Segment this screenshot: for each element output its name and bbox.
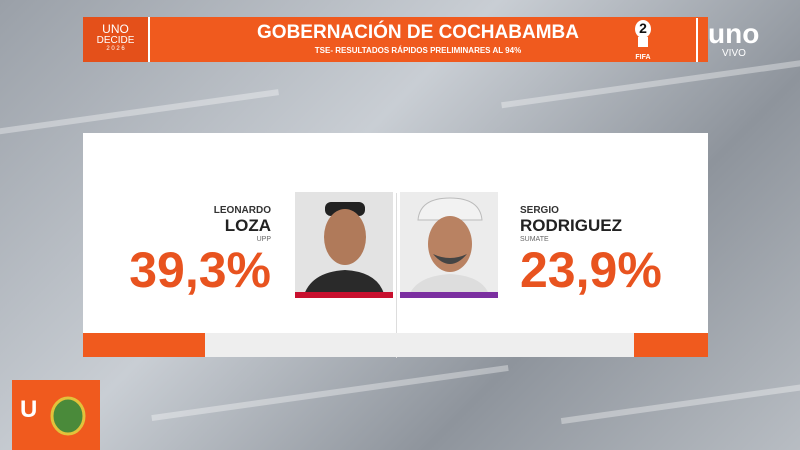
- divider: [696, 18, 698, 62]
- brand-top: UNO: [102, 22, 129, 36]
- corner-letter: U: [20, 396, 38, 423]
- results-card: LEONARDO LOZA UPP 39,3% SERGIO RODRIGUEZ…: [83, 133, 708, 358]
- party-color-bar: [295, 292, 393, 298]
- photo: [400, 192, 498, 298]
- brand-box: UNO DECIDE 2 0 2 6: [83, 17, 150, 62]
- coat-of-arms: [50, 396, 86, 436]
- card-divider: [396, 193, 397, 358]
- candidate-left: LEONARDO LOZA UPP: [214, 205, 271, 243]
- photo: [295, 192, 393, 298]
- channel-sub: VIVO: [722, 48, 746, 59]
- party-color-bar: [400, 292, 498, 298]
- first-name: SERGIO: [520, 205, 559, 216]
- progress-bar: [83, 333, 205, 357]
- progress-strip: [83, 333, 708, 357]
- candidate-right: SERGIO RODRIGUEZ SUMATE: [520, 205, 622, 243]
- badge-text: FIFA: [635, 54, 651, 61]
- corner-logo: U: [12, 380, 100, 450]
- subtitle: TSE- RESULTADOS RÁPIDOS PRELIMINARES AL …: [314, 46, 522, 55]
- percent: 23,9%: [520, 242, 662, 298]
- party: UPP: [256, 236, 271, 243]
- first-name: LEONARDO: [213, 205, 271, 216]
- fifa-badge: 2 FIFA: [628, 19, 658, 61]
- channel-logo: uno: [708, 18, 760, 49]
- header-bar: UNO DECIDE 2 0 2 6 GOBERNACIÓN DE COCHAB…: [83, 17, 708, 62]
- last-name: RODRIGUEZ: [520, 216, 622, 235]
- progress-bar: [633, 333, 708, 357]
- svg-text:2: 2: [639, 20, 647, 36]
- percent: 39,3%: [129, 242, 271, 298]
- title: GOBERNACIÓN DE COCHABAMBA: [257, 22, 579, 43]
- party: SUMATE: [520, 236, 549, 243]
- trophy-icon: 2: [635, 20, 651, 47]
- brand-year: 2 0 2 6: [106, 46, 125, 52]
- brand-middle: DECIDE: [96, 35, 135, 46]
- last-name: LOZA: [224, 216, 271, 235]
